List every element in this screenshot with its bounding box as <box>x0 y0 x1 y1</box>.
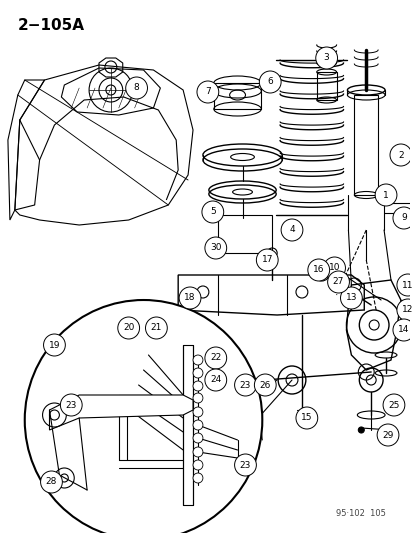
Circle shape <box>192 460 202 470</box>
Circle shape <box>204 347 226 369</box>
Circle shape <box>192 420 202 430</box>
Circle shape <box>197 81 218 103</box>
Text: 29: 29 <box>382 431 393 440</box>
Text: 8: 8 <box>133 84 139 93</box>
Text: 13: 13 <box>345 294 356 303</box>
Polygon shape <box>50 395 192 430</box>
Circle shape <box>192 433 202 443</box>
Text: 6: 6 <box>267 77 273 86</box>
Text: 22: 22 <box>210 353 221 362</box>
Text: 25: 25 <box>387 400 399 409</box>
Text: 21: 21 <box>150 324 162 333</box>
Circle shape <box>376 424 398 446</box>
Text: 30: 30 <box>209 244 221 253</box>
Circle shape <box>192 473 202 483</box>
Circle shape <box>323 257 344 279</box>
Circle shape <box>25 300 262 533</box>
Circle shape <box>234 374 256 396</box>
Circle shape <box>179 287 200 309</box>
Text: 26: 26 <box>259 381 271 390</box>
Text: 1: 1 <box>382 190 388 199</box>
Circle shape <box>204 237 226 259</box>
Text: 10: 10 <box>328 263 339 272</box>
Text: 2: 2 <box>397 150 403 159</box>
Circle shape <box>118 317 139 339</box>
Text: 95·102  105: 95·102 105 <box>335 509 385 518</box>
Circle shape <box>280 219 302 241</box>
Circle shape <box>396 274 413 296</box>
Circle shape <box>192 381 202 391</box>
Circle shape <box>259 71 280 93</box>
Text: 3: 3 <box>323 53 329 62</box>
Circle shape <box>256 249 278 271</box>
Circle shape <box>392 319 413 341</box>
Circle shape <box>327 271 349 293</box>
Circle shape <box>392 207 413 229</box>
Circle shape <box>192 368 202 378</box>
Circle shape <box>40 471 62 493</box>
Circle shape <box>60 394 82 416</box>
Text: 19: 19 <box>49 341 60 350</box>
Text: 2−105A: 2−105A <box>18 18 85 33</box>
Text: 23: 23 <box>65 400 77 409</box>
Circle shape <box>254 374 275 396</box>
Circle shape <box>382 394 404 416</box>
Circle shape <box>192 447 202 457</box>
Text: 11: 11 <box>401 280 413 289</box>
Text: 7: 7 <box>204 87 210 96</box>
Text: 15: 15 <box>300 414 312 423</box>
Polygon shape <box>183 345 192 505</box>
Circle shape <box>295 407 317 429</box>
Text: 14: 14 <box>397 326 408 335</box>
Text: 24: 24 <box>210 376 221 384</box>
Text: 23: 23 <box>239 461 251 470</box>
Circle shape <box>374 184 396 206</box>
Circle shape <box>204 369 226 391</box>
Text: 5: 5 <box>209 207 215 216</box>
Text: 9: 9 <box>400 214 406 222</box>
Text: 17: 17 <box>261 255 272 264</box>
Circle shape <box>339 287 361 309</box>
Text: 4: 4 <box>289 225 294 235</box>
Circle shape <box>192 407 202 417</box>
Circle shape <box>396 299 413 321</box>
Circle shape <box>145 317 167 339</box>
Circle shape <box>192 393 202 403</box>
Circle shape <box>43 334 65 356</box>
Circle shape <box>202 201 223 223</box>
Text: 18: 18 <box>184 294 195 303</box>
Circle shape <box>307 259 329 281</box>
Text: 16: 16 <box>312 265 324 274</box>
Text: 12: 12 <box>401 305 413 314</box>
Text: 20: 20 <box>123 324 134 333</box>
Circle shape <box>234 454 256 476</box>
Circle shape <box>315 47 337 69</box>
Circle shape <box>126 77 147 99</box>
Circle shape <box>358 427 363 433</box>
Text: 28: 28 <box>46 478 57 487</box>
Text: 23: 23 <box>239 381 251 390</box>
Text: 27: 27 <box>332 278 343 287</box>
Circle shape <box>389 144 411 166</box>
Circle shape <box>192 355 202 365</box>
